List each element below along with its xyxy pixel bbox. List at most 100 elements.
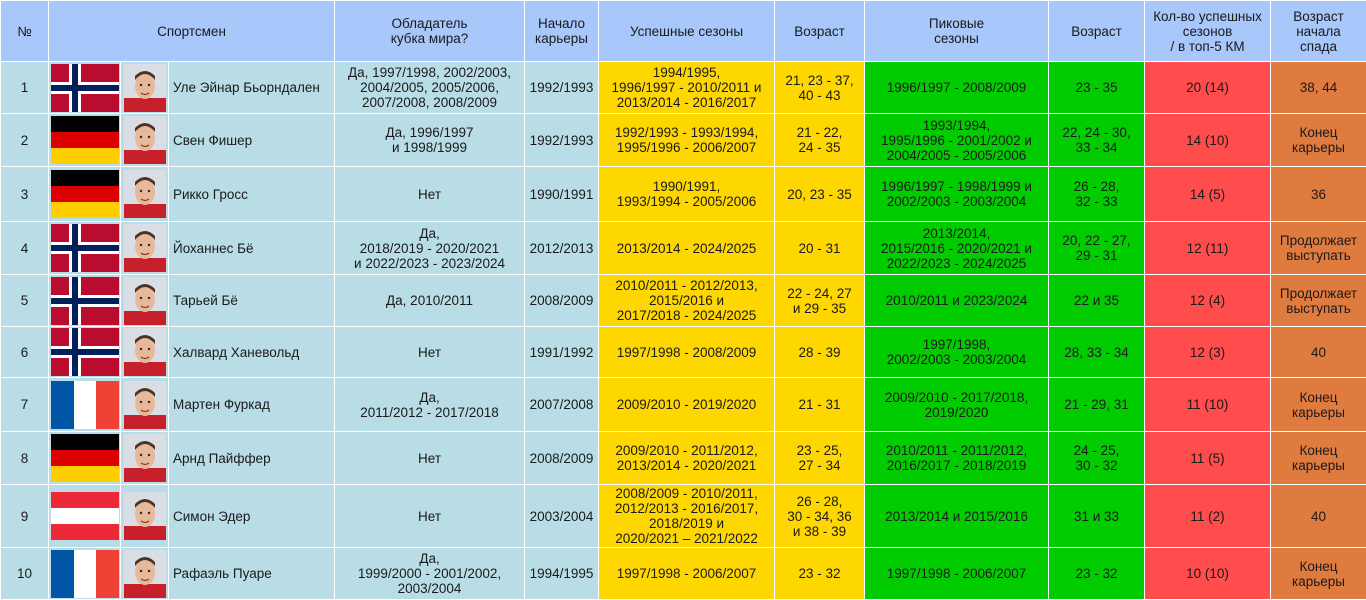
world-cup: Да, 1996/1997 и 1998/1999 <box>335 114 525 167</box>
successful-count-text: 12 (3) <box>1190 345 1225 360</box>
row-num-text: 7 <box>21 397 29 412</box>
successful-seasons: 2010/2011 - 2012/2013, 2015/2016 и 2017/… <box>599 275 775 327</box>
row-num-text: 8 <box>21 451 29 466</box>
peak-age-text: 23 - 32 <box>1076 566 1118 581</box>
athlete-name-text: Халвард Ханевольд <box>173 345 299 360</box>
career-start-text: 1994/1995 <box>530 566 594 581</box>
athlete-name: Тарьей Бё <box>169 275 335 327</box>
age: 22 - 24, 27 и 29 - 35 <box>775 275 865 327</box>
world-cup-text: Да, 2018/2019 - 2020/2021 и 2022/2023 - … <box>354 226 505 271</box>
athlete-name: Свен Фишер <box>169 114 335 167</box>
age-text: 21 - 31 <box>799 397 841 412</box>
row-num: 5 <box>1 275 49 327</box>
successful-seasons: 1990/1991, 1993/1994 - 2005/2006 <box>599 167 775 222</box>
career-start-text: 1990/1991 <box>530 187 594 202</box>
career-start-text: 1992/1993 <box>530 133 594 148</box>
peak-age: 23 - 35 <box>1049 62 1145 114</box>
athlete-photo <box>124 116 166 164</box>
athlete-name-text: Йоханнес Бё <box>173 241 253 256</box>
peak-seasons: 1996/1997 - 1998/1999 и 2002/2003 - 2003… <box>865 167 1049 222</box>
photo-cell <box>121 167 169 222</box>
row-num-text: 1 <box>21 80 29 95</box>
row-num: 9 <box>1 485 49 548</box>
decline-age: Конец карьеры <box>1271 378 1366 432</box>
flag-icon <box>51 170 119 218</box>
peak-age: 24 - 25, 30 - 32 <box>1049 432 1145 485</box>
peak-age-text: 20, 22 - 27, 29 - 31 <box>1062 233 1130 263</box>
peak-seasons: 2013/2014 и 2015/2016 <box>865 485 1049 548</box>
decline-age: Продолжает выступать <box>1271 275 1366 327</box>
peak-seasons: 2009/2010 - 2017/2018, 2019/2020 <box>865 378 1049 432</box>
successful-count-text: 14 (10) <box>1186 133 1229 148</box>
athlete-name: Симон Эдер <box>169 485 335 548</box>
row-num: 6 <box>1 327 49 378</box>
header-athlete-label: Спортсмен <box>157 24 226 39</box>
header-successful-seasons: Успешные сезоны <box>599 1 775 62</box>
peak-seasons: 2010/2011 - 2011/2012, 2016/2017 - 2018/… <box>865 432 1049 485</box>
career-start: 2008/2009 <box>525 432 599 485</box>
photo-cell <box>121 114 169 167</box>
athlete-photo <box>124 381 166 429</box>
athlete-photo <box>124 492 166 540</box>
flag-icon <box>51 277 119 325</box>
age: 23 - 25, 27 - 34 <box>775 432 865 485</box>
table-row: 9 Austria Симон Эдер Нет 2003/2004 2008/… <box>1 485 1366 548</box>
decline-age: 40 <box>1271 327 1366 378</box>
age-text: 20, 23 - 35 <box>787 187 852 202</box>
header-peak-seasons: Пиковые сезоны <box>865 1 1049 62</box>
successful-count-text: 12 (4) <box>1190 293 1225 308</box>
decline-age: Продолжает выступать <box>1271 222 1366 275</box>
peak-age: 23 - 32 <box>1049 548 1145 600</box>
athlete-name-text: Арнд Пайффер <box>173 451 271 466</box>
world-cup-text: Нет <box>418 187 441 202</box>
table-row: 3 Germany Рикко Гросс Нет 1990/1991 1990… <box>1 167 1366 222</box>
successful-seasons-text: 1997/1998 - 2008/2009 <box>617 345 757 360</box>
age-text: 20 - 31 <box>799 241 841 256</box>
successful-seasons: 2009/2010 - 2019/2020 <box>599 378 775 432</box>
successful-count: 14 (5) <box>1145 167 1271 222</box>
peak-seasons: 1993/1994, 1995/1996 - 2001/2002 и 2004/… <box>865 114 1049 167</box>
successful-count-text: 10 (10) <box>1186 566 1229 581</box>
successful-seasons: 2013/2014 - 2024/2025 <box>599 222 775 275</box>
successful-count: 12 (3) <box>1145 327 1271 378</box>
flag-icon <box>51 492 119 540</box>
decline-age-text: 40 <box>1311 509 1326 524</box>
peak-age-text: 22, 24 - 30, 33 - 34 <box>1062 125 1130 155</box>
athlete-name-text: Мартен Фуркад <box>173 397 270 412</box>
successful-seasons: 2009/2010 - 2011/2012, 2013/2014 - 2020/… <box>599 432 775 485</box>
successful-count: 12 (4) <box>1145 275 1271 327</box>
flag-icon <box>51 550 119 598</box>
flag-cell: Austria <box>49 485 121 548</box>
successful-seasons: 1997/1998 - 2008/2009 <box>599 327 775 378</box>
flag-icon <box>51 116 119 164</box>
flag-icon <box>51 328 119 376</box>
successful-seasons-text: 1994/1995, 1996/1997 - 2010/2011 и 2013/… <box>612 65 762 110</box>
age-text: 21, 23 - 37, 40 - 43 <box>785 73 853 103</box>
successful-count: 12 (11) <box>1145 222 1271 275</box>
decline-age: 40 <box>1271 485 1366 548</box>
age: 21 - 31 <box>775 378 865 432</box>
header-successful-count-label: Кол-во успешных сезонов / в топ-5 КМ <box>1153 9 1262 54</box>
athlete-photo <box>124 277 166 325</box>
flag-icon <box>51 381 119 429</box>
age: 21, 23 - 37, 40 - 43 <box>775 62 865 114</box>
career-start-text: 1992/1993 <box>530 80 594 95</box>
peak-seasons-text: 2010/2011 и 2023/2024 <box>886 293 1028 308</box>
athlete-photo <box>124 224 166 272</box>
career-start: 1992/1993 <box>525 62 599 114</box>
flag-cell: France <box>49 548 121 600</box>
header-decline-age-label: Возраст начала спада <box>1293 9 1344 54</box>
athlete-photo <box>124 434 166 482</box>
career-start: 1994/1995 <box>525 548 599 600</box>
decline-age-text: Продолжает выступать <box>1280 286 1357 316</box>
table-row: 2 Germany Свен Фишер Да, 1996/1997 и 199… <box>1 114 1366 167</box>
world-cup: Нет <box>335 167 525 222</box>
successful-count-text: 11 (2) <box>1190 509 1224 524</box>
successful-count-text: 14 (5) <box>1190 187 1225 202</box>
peak-age: 28, 33 - 34 <box>1049 327 1145 378</box>
decline-age-text: Конец карьеры <box>1292 390 1345 420</box>
peak-seasons-text: 2009/2010 - 2017/2018, 2019/2020 <box>885 390 1028 420</box>
flag-icon <box>51 224 119 272</box>
flag-cell: Norway <box>49 275 121 327</box>
